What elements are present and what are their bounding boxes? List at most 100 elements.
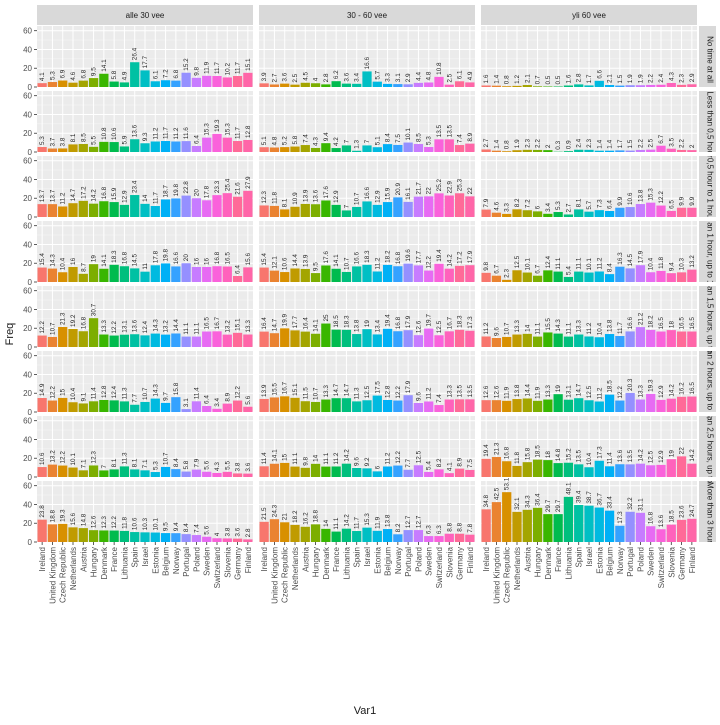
bar xyxy=(383,202,392,217)
bar xyxy=(656,332,665,347)
data-label: 12.3 xyxy=(101,516,108,529)
bar xyxy=(171,533,180,542)
data-label: 18.5 xyxy=(333,315,340,328)
y-axis-layer: 0204060020406002040600204060020406002040… xyxy=(23,27,37,547)
bar xyxy=(161,533,170,542)
data-label: 10.1 xyxy=(70,453,77,466)
y-tick-label: 0 xyxy=(28,473,33,482)
data-label: 19.3 xyxy=(648,379,655,392)
data-label: 10.3 xyxy=(679,257,686,270)
data-label: 7.2 xyxy=(524,199,531,208)
bar xyxy=(595,337,604,347)
data-label: 13.2 xyxy=(224,320,231,333)
y-tick-label: 0 xyxy=(28,408,33,417)
data-label: 11.2 xyxy=(426,387,433,399)
data-label: 5.3 xyxy=(426,136,433,145)
x-tick-label: Lithuania xyxy=(564,546,573,579)
data-label: 14.5 xyxy=(627,254,634,267)
x-tick-label: Denmark xyxy=(544,546,553,579)
bar xyxy=(605,511,614,542)
y-tick-label: 0 xyxy=(28,213,33,222)
data-label: 8.4 xyxy=(607,263,614,272)
data-label: 3.8 xyxy=(224,527,231,536)
data-label: 4.4 xyxy=(415,72,422,81)
bar xyxy=(270,147,279,152)
bar xyxy=(362,71,371,87)
bar xyxy=(502,492,511,542)
bar xyxy=(605,211,614,217)
y-tick-label: 60 xyxy=(23,352,32,361)
data-label: 19.9 xyxy=(282,313,289,326)
bar xyxy=(182,196,191,217)
bar xyxy=(434,405,443,412)
data-label: 4.5 xyxy=(302,71,309,80)
bar xyxy=(290,398,299,412)
bar xyxy=(445,400,454,412)
data-label: 14.5 xyxy=(132,254,139,267)
bar xyxy=(445,85,454,87)
data-label: 4.3 xyxy=(668,72,675,81)
data-label: 8.8 xyxy=(457,522,464,531)
bar xyxy=(48,149,57,152)
data-label: 11.4 xyxy=(261,452,268,464)
data-label: 23.3 xyxy=(214,180,221,193)
bar xyxy=(564,463,573,477)
bar xyxy=(687,150,696,152)
data-label: 7.4 xyxy=(436,394,443,403)
bar xyxy=(311,273,320,282)
bar xyxy=(554,212,563,217)
bar xyxy=(260,399,269,412)
bar xyxy=(636,513,645,542)
data-label: 3.7 xyxy=(49,137,56,146)
bar xyxy=(445,139,454,152)
data-label: 10.7 xyxy=(354,192,361,205)
data-label: 12.5 xyxy=(648,450,655,463)
data-label: 10.7 xyxy=(142,387,149,400)
data-label: 11.1 xyxy=(565,322,572,334)
bar xyxy=(492,86,501,87)
data-label: 21.6 xyxy=(235,182,242,195)
bar xyxy=(301,145,310,152)
data-label: 15.2 xyxy=(565,448,572,461)
data-label: 3.1 xyxy=(183,398,190,407)
bar xyxy=(492,276,501,282)
bar xyxy=(502,151,511,152)
data-label: 3.3 xyxy=(385,73,392,82)
bar xyxy=(574,209,583,217)
bar xyxy=(342,210,351,217)
data-label: 16.1 xyxy=(405,187,412,200)
data-label: 19 xyxy=(555,385,562,393)
x-tick-label: Ireland xyxy=(482,547,491,571)
bar xyxy=(677,208,686,217)
data-label: 11 xyxy=(142,263,149,270)
data-label: 13.8 xyxy=(514,384,521,397)
data-label: 8.1 xyxy=(132,458,139,467)
bar xyxy=(455,81,464,87)
bar xyxy=(434,335,443,347)
bar xyxy=(223,267,232,282)
bar xyxy=(465,470,474,477)
bar xyxy=(233,76,242,87)
bar xyxy=(492,502,501,542)
data-label: 19.3 xyxy=(214,119,221,132)
data-label: 16.8 xyxy=(395,251,402,264)
bar xyxy=(543,214,552,217)
data-label: 13.3 xyxy=(514,320,521,333)
data-label: 16.8 xyxy=(504,446,511,459)
data-label: 36.4 xyxy=(535,493,542,506)
data-label: 16.8 xyxy=(648,511,655,524)
bar xyxy=(424,147,433,152)
data-label: 12.6 xyxy=(91,515,98,528)
bar xyxy=(332,81,341,87)
data-label: 13.2 xyxy=(163,320,170,333)
bar xyxy=(301,204,310,217)
data-label: 34.3 xyxy=(524,495,531,508)
data-label: 11.1 xyxy=(183,322,190,334)
data-label: 15.5 xyxy=(545,318,552,331)
bar xyxy=(99,470,108,477)
data-label: 11.7 xyxy=(617,322,624,334)
data-label: 10.1 xyxy=(586,258,593,271)
data-label: 14.1 xyxy=(313,319,320,332)
data-label: 6.3 xyxy=(426,525,433,534)
